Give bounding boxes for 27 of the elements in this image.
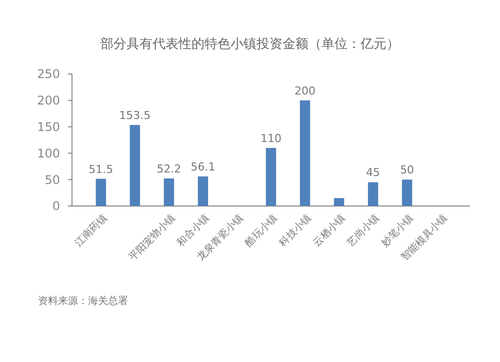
data-label: 153.5 (119, 108, 151, 122)
data-label: 200 (294, 84, 316, 98)
x-tick-label: 江南药镇 (72, 212, 110, 249)
data-label: 51.5 (88, 162, 114, 176)
bar (164, 178, 174, 206)
data-label: 110 (260, 132, 282, 145)
y-tick-label: 100 (37, 146, 60, 160)
bar (368, 182, 378, 206)
y-tick-label: 200 (37, 94, 60, 108)
bar (96, 178, 106, 206)
chart-title: 部分具有代表性的特色小镇投资金额（单位：亿元） (100, 37, 400, 52)
x-tick-label: 平阳宠物小镇 (126, 212, 178, 264)
bar (402, 180, 412, 206)
y-tick-label: 50 (44, 172, 60, 187)
y-tick-label: 0 (52, 199, 60, 214)
bar (266, 148, 276, 206)
data-label: 56.1 (190, 160, 216, 174)
text: 资料来源：海关总署 (38, 295, 128, 307)
y-tick-label: 150 (37, 120, 60, 134)
data-label: 50 (400, 164, 414, 177)
bar (300, 100, 310, 206)
data-label: 45 (366, 166, 380, 180)
bar (198, 176, 208, 206)
data-label: 52.2 (156, 162, 182, 176)
bar (130, 124, 140, 206)
y-tick-label: 250 (37, 67, 60, 82)
bar (334, 198, 344, 206)
